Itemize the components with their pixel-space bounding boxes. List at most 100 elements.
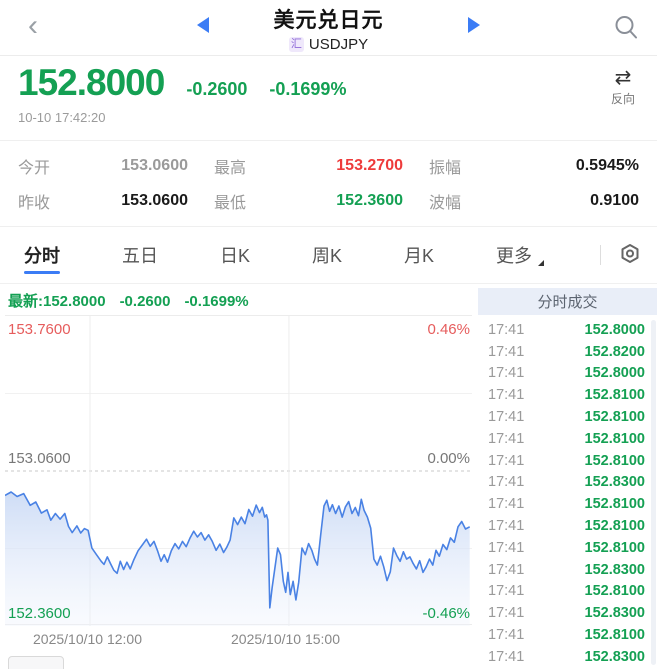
- trade-price: 152.8300: [584, 474, 645, 491]
- trade-price: 152.8300: [584, 561, 645, 578]
- trade-price: 152.8200: [584, 343, 645, 360]
- tab-日K[interactable]: 日K: [220, 246, 251, 266]
- stat-label: 今开: [18, 160, 51, 178]
- trade-time: 17:41: [488, 365, 525, 382]
- yaxis-low-price: 152.3600: [8, 605, 71, 622]
- trade-row[interactable]: 17:41 152.8100: [488, 384, 645, 406]
- trade-time: 17:41: [488, 496, 525, 513]
- trade-time: 17:41: [488, 561, 525, 578]
- trade-row[interactable]: 17:41 152.8100: [488, 493, 645, 515]
- stats-grid: 今开 153.0600 昨收 153.0600 最高 153.2700 最低 152.3600…: [0, 140, 657, 227]
- trade-row[interactable]: 17:41 152.8100: [488, 406, 645, 428]
- stat-cell: 振幅 0.5945%: [429, 149, 639, 184]
- swap-arrows-icon: ⇄: [614, 67, 632, 89]
- yaxis-low-pct: -0.46%: [422, 605, 470, 622]
- trade-row[interactable]: 17:41 152.8000: [488, 363, 645, 385]
- trade-row[interactable]: 17:41 152.8100: [488, 581, 645, 603]
- trade-time: 17:41: [488, 627, 525, 644]
- minute-chart[interactable]: 153.7600 0.46% 153.0600 0.00% 152.3600 -…: [5, 315, 472, 626]
- trade-price: 152.8100: [584, 539, 645, 556]
- trade-row[interactable]: 17:41 152.8100: [488, 515, 645, 537]
- trade-row[interactable]: 17:41 152.8000: [488, 319, 645, 341]
- dropdown-caret-icon: [538, 260, 545, 266]
- stat-label: 最高: [214, 160, 247, 178]
- stat-label: 波幅: [429, 194, 462, 212]
- trade-time: 17:41: [488, 409, 525, 426]
- trade-price: 152.8100: [584, 409, 645, 426]
- stat-cell: 最高 153.2700: [214, 149, 429, 184]
- trades-panel-title: 分时成交: [478, 288, 657, 315]
- trade-time: 17:41: [488, 321, 525, 338]
- latest-change-pct: -0.1699%: [184, 293, 249, 310]
- reverse-pair-button[interactable]: ⇄ 反向: [611, 68, 635, 107]
- stat-value: 153.0600: [121, 191, 188, 209]
- page-title: 美元兑日元: [273, 9, 384, 32]
- trades-panel: 分时成交 17:41 152.8000 17:41 152.8200 17:41 152.…: [478, 284, 657, 669]
- trade-price: 152.8100: [584, 430, 645, 447]
- latest-quote-line: 最新:152.8000 -0.2600 -0.1699%: [0, 284, 478, 311]
- tab-周K[interactable]: 周K: [312, 246, 343, 266]
- stat-label: 昨收: [18, 194, 51, 212]
- trade-time: 17:41: [488, 518, 525, 535]
- stat-value: 153.0600: [121, 157, 188, 175]
- tab-月K[interactable]: 月K: [404, 246, 435, 266]
- trade-row[interactable]: 17:41 152.8300: [488, 602, 645, 624]
- trade-price: 152.8100: [584, 518, 645, 535]
- trade-price: 152.8300: [584, 648, 645, 665]
- quote-section: 152.8000 -0.2600 -0.1699% 10-10 17:42:20…: [0, 56, 657, 140]
- prev-symbol-icon[interactable]: [197, 17, 209, 33]
- trade-price: 152.8100: [584, 583, 645, 600]
- trade-price: 152.8000: [584, 365, 645, 382]
- trade-time: 17:41: [488, 474, 525, 491]
- stat-cell: 波幅 0.9100: [429, 184, 639, 219]
- price-change: -0.2600: [186, 79, 248, 99]
- trade-price: 152.8000: [584, 321, 645, 338]
- trade-row[interactable]: 17:41 152.8100: [488, 450, 645, 472]
- trade-row[interactable]: 17:41 152.8200: [488, 341, 645, 363]
- trade-row[interactable]: 17:41 152.8300: [488, 472, 645, 494]
- trade-time: 17:41: [488, 648, 525, 665]
- tab-更多[interactable]: 更多: [494, 228, 545, 282]
- yaxis-mid-pct: 0.00%: [427, 450, 470, 467]
- intraday-chart-area[interactable]: 最新:152.8000 -0.2600 -0.1699% 153.7600 0.46…: [0, 284, 478, 669]
- trade-row[interactable]: 17:41 152.8300: [488, 646, 645, 668]
- stat-value: 153.2700: [336, 157, 403, 175]
- app-header: ‹ 美元兑日元 汇 USDJPY: [0, 0, 657, 56]
- stat-label: 振幅: [429, 160, 462, 178]
- trade-time: 17:41: [488, 583, 525, 600]
- trade-row[interactable]: 17:41 152.8100: [488, 624, 645, 646]
- trade-price: 152.8100: [584, 627, 645, 644]
- trades-list[interactable]: 17:41 152.8000 17:41 152.8200 17:41 152.8000 1…: [478, 315, 657, 668]
- trade-time: 17:41: [488, 387, 525, 404]
- next-symbol-icon[interactable]: [468, 17, 480, 33]
- trades-scrollbar[interactable]: [651, 320, 656, 665]
- trade-time: 17:41: [488, 605, 525, 622]
- trade-time: 17:41: [488, 430, 525, 447]
- trade-row[interactable]: 17:41 152.8300: [488, 559, 645, 581]
- trade-time: 17:41: [488, 539, 525, 556]
- trade-price: 152.8100: [584, 452, 645, 469]
- tab-分时[interactable]: 分时: [22, 228, 62, 282]
- stat-value: 0.5945%: [575, 157, 639, 175]
- settings-icon[interactable]: [617, 242, 643, 268]
- tab-五日[interactable]: 五日: [122, 246, 158, 266]
- yaxis-high-price: 153.7600: [8, 321, 71, 338]
- xaxis-labels: 2025/10/10 12:00 2025/10/10 15:00: [5, 625, 472, 651]
- trade-time: 17:41: [488, 343, 525, 360]
- yaxis-mid-price: 153.0600: [8, 450, 71, 467]
- trade-row[interactable]: 17:41 152.8100: [488, 428, 645, 450]
- search-icon[interactable]: [613, 14, 639, 40]
- clipped-bottom-button[interactable]: [8, 656, 64, 669]
- latest-price: 最新:152.8000: [8, 293, 106, 310]
- trade-row[interactable]: 17:41 152.8100: [488, 537, 645, 559]
- yaxis-high-pct: 0.46%: [427, 321, 470, 338]
- back-button[interactable]: ‹: [28, 9, 38, 42]
- stat-cell: 今开 153.0600: [18, 149, 214, 184]
- stat-cell: 昨收 153.0600: [18, 184, 214, 219]
- last-price: 152.8000: [18, 62, 165, 103]
- stat-label: 最低: [214, 194, 247, 212]
- stat-value: 152.3600: [336, 191, 403, 209]
- xaxis-label-1: 2025/10/10 12:00: [33, 631, 142, 647]
- chart-tab-bar: 分时 五日 日K 周K 月K 更多: [0, 227, 657, 284]
- trade-price: 152.8300: [584, 605, 645, 622]
